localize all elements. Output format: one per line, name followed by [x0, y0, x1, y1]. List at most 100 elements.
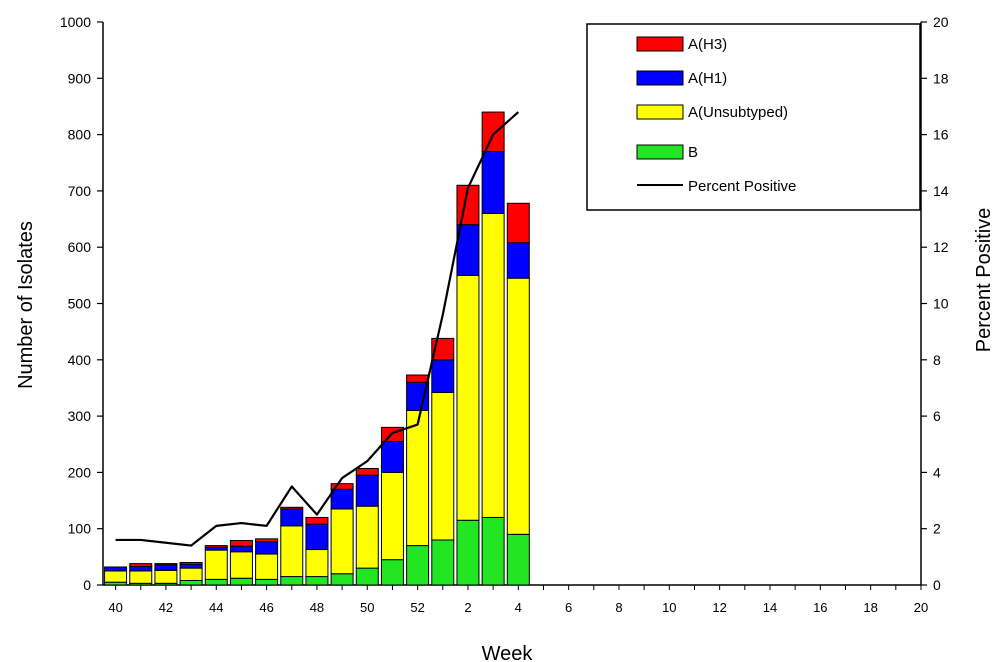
x-tick-label: 18	[863, 600, 877, 615]
bar-segment	[154, 563, 178, 566]
x-tick-label: 10	[662, 600, 676, 615]
y2-tick-label: 18	[933, 70, 949, 86]
y2-tick-label: 14	[933, 183, 949, 199]
legend-swatch-h3	[636, 36, 684, 52]
bar-segment	[406, 409, 430, 547]
bar-segment	[355, 505, 379, 569]
bar-segment	[380, 471, 404, 561]
bar-segment	[204, 549, 228, 580]
bar-segment	[129, 565, 153, 572]
x-axis-label: Week	[482, 643, 534, 662]
x-tick-label: 4	[515, 600, 522, 615]
y2-tick-label: 0	[933, 577, 941, 593]
bar-segment	[255, 541, 279, 555]
bar-segment	[481, 150, 505, 214]
y-tick-label: 500	[68, 296, 92, 312]
x-tick-label: 44	[209, 600, 223, 615]
bar-segment	[431, 539, 455, 586]
left-y-axis: 0 100 200 300 400 500 600 700 800 900 1000	[60, 14, 103, 593]
bar-segment	[229, 577, 253, 586]
bar-segment	[330, 508, 354, 575]
bar-segment	[431, 391, 455, 541]
legend-label-b: B	[688, 144, 698, 161]
legend: A(H3) A(H1) A(Unsubtyped) B Percent Posi…	[586, 23, 921, 211]
bar-segment	[179, 579, 203, 586]
bar-segment	[506, 533, 530, 586]
percent-positive-line-layer	[115, 111, 520, 547]
bar-segment	[280, 525, 304, 578]
x-tick-label: 14	[763, 600, 777, 615]
x-tick-label: 42	[159, 600, 173, 615]
bar-segment	[380, 559, 404, 586]
bar-segment	[204, 578, 228, 586]
x-tick-label: 20	[914, 600, 928, 615]
bar-segment	[431, 337, 455, 361]
legend-swatch-b	[636, 144, 684, 160]
bar-segment	[104, 570, 128, 583]
x-tick-label: 2	[464, 600, 471, 615]
bar-segment	[229, 551, 253, 579]
y2-tick-label: 2	[933, 521, 941, 537]
bar-segment	[305, 516, 329, 525]
x-tick-label: 40	[108, 600, 122, 615]
bar-segment	[406, 374, 430, 383]
bar-segment	[506, 242, 530, 279]
bar-segment	[305, 549, 329, 578]
x-tick-label: 6	[565, 600, 572, 615]
bar-segment	[481, 212, 505, 518]
x-tick-label: 16	[813, 600, 827, 615]
bar-segment	[255, 578, 279, 586]
bar-segment	[280, 576, 304, 586]
bar-segment	[280, 508, 304, 527]
bar-segment	[406, 545, 430, 586]
bar-segment	[179, 561, 203, 565]
bar-segment	[305, 576, 329, 586]
bar-segment	[104, 566, 128, 572]
bar-segment	[154, 569, 178, 584]
bar-segment	[129, 570, 153, 584]
y2-tick-label: 8	[933, 352, 941, 368]
y2-tick-label: 20	[933, 14, 949, 30]
x-tick-label: 48	[310, 600, 324, 615]
bar-segment	[330, 573, 354, 586]
legend-swatch-unsubtyped	[636, 104, 684, 120]
bar-segment	[431, 359, 455, 393]
y2-tick-label: 4	[933, 464, 941, 480]
x-tick-label: 52	[410, 600, 424, 615]
y-tick-label: 700	[68, 183, 92, 199]
bars-layer	[104, 111, 530, 586]
bar-segment	[506, 277, 530, 535]
bar-segment	[506, 202, 530, 244]
bar-segment	[204, 545, 228, 548]
bar-segment	[481, 111, 505, 152]
bar-segment	[355, 474, 379, 507]
y-tick-label: 600	[68, 239, 92, 255]
bar-segment	[255, 538, 279, 543]
x-tick-label: 12	[712, 600, 726, 615]
y2-tick-label: 16	[933, 127, 949, 143]
bar-segment	[129, 563, 153, 567]
bar-segment	[179, 567, 203, 581]
y2-axis-label: Percent Positive	[973, 208, 995, 353]
bar-segment	[355, 567, 379, 586]
y-tick-label: 1000	[60, 14, 91, 30]
legend-label-unsubtyped: A(Unsubtyped)	[688, 104, 788, 121]
y2-tick-label: 10	[933, 296, 949, 312]
y-tick-label: 900	[68, 70, 92, 86]
bar-segment	[229, 540, 253, 547]
bar-segment	[229, 545, 253, 553]
bar-segment	[456, 274, 480, 521]
bar-segment	[355, 467, 379, 476]
y2-tick-label: 6	[933, 408, 941, 424]
y-axis-label: Number of Isolates	[15, 221, 37, 389]
bar-segment	[481, 516, 505, 586]
legend-label-percent-positive: Percent Positive	[688, 178, 796, 195]
y-tick-label: 0	[83, 577, 91, 593]
y2-tick-label: 12	[933, 239, 949, 255]
x-tick-label: 46	[259, 600, 273, 615]
bar-segment	[380, 440, 404, 473]
legend-swatch-h1	[636, 70, 684, 86]
bar-segment	[305, 523, 329, 551]
legend-label-h1: A(H1)	[688, 70, 727, 87]
